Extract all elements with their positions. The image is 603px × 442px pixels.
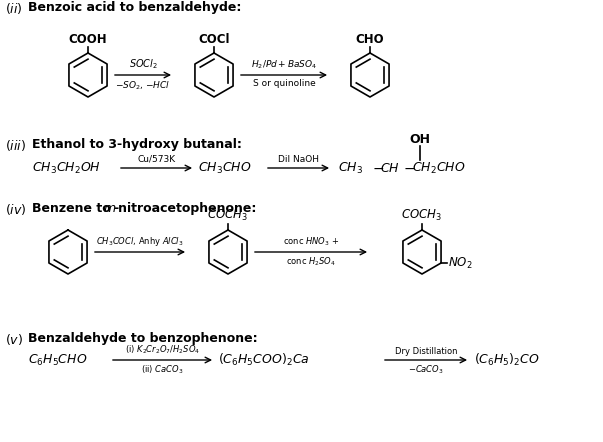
Text: $(ii)$: $(ii)$: [5, 1, 23, 16]
Text: $H_2/Pd + BaSO_4$: $H_2/Pd + BaSO_4$: [251, 58, 317, 71]
Text: $(iv)$: $(iv)$: [5, 202, 27, 217]
Text: $-$: $-$: [372, 161, 384, 175]
Text: $CH_3$: $CH_3$: [338, 160, 363, 175]
Text: Benzene to: Benzene to: [32, 202, 115, 215]
Text: -nitroacetophenone:: -nitroacetophenone:: [113, 202, 256, 215]
Text: (ii) $CaCO_3$: (ii) $CaCO_3$: [141, 364, 184, 377]
Text: conc $HNO_3$ +: conc $HNO_3$ +: [283, 236, 339, 248]
Text: $-SO_2$, $-HCl$: $-SO_2$, $-HCl$: [115, 79, 171, 91]
Text: Benzaldehyde to benzophenone:: Benzaldehyde to benzophenone:: [28, 332, 257, 345]
Text: Dry Distillation: Dry Distillation: [395, 347, 457, 356]
Text: Ethanol to 3-hydroxy butanal:: Ethanol to 3-hydroxy butanal:: [32, 138, 242, 151]
Text: $m$: $m$: [103, 202, 116, 215]
Text: $COCH_3$: $COCH_3$: [402, 208, 443, 223]
Text: $COCH_3$: $COCH_3$: [207, 208, 248, 223]
Text: $C_6H_5CHO$: $C_6H_5CHO$: [28, 352, 87, 368]
Text: COOH: COOH: [69, 33, 107, 46]
Text: $NO_2$: $NO_2$: [448, 255, 473, 271]
Text: $(C_6H_5COO)_2Ca$: $(C_6H_5COO)_2Ca$: [218, 352, 310, 368]
Text: Cu/573K: Cu/573K: [137, 155, 175, 164]
Text: $CH_2CHO$: $CH_2CHO$: [412, 160, 466, 175]
Text: S or quinoline: S or quinoline: [253, 79, 315, 88]
Text: $CH_3CH_2OH$: $CH_3CH_2OH$: [32, 160, 101, 175]
Text: $(C_6H_5)_2CO$: $(C_6H_5)_2CO$: [474, 352, 540, 368]
Text: CHO: CHO: [356, 33, 384, 46]
Text: Dil NaOH: Dil NaOH: [278, 155, 319, 164]
Text: $-$: $-$: [403, 161, 415, 175]
Text: Benzoic acid to benzaldehyde:: Benzoic acid to benzaldehyde:: [28, 1, 241, 14]
Text: conc $H_2SO_4$: conc $H_2SO_4$: [286, 256, 336, 268]
Text: (i) $K_2Cr_2O_7/H_2SO_4$: (i) $K_2Cr_2O_7/H_2SO_4$: [125, 343, 200, 356]
Text: $(v)$: $(v)$: [5, 332, 23, 347]
Text: $-CaCO_3$: $-CaCO_3$: [408, 364, 444, 377]
Text: COCl: COCl: [198, 33, 230, 46]
Text: $CH_3CHO$: $CH_3CHO$: [198, 160, 251, 175]
Text: $CH_3COCl$, Anhy $AlCl_3$: $CH_3COCl$, Anhy $AlCl_3$: [96, 235, 184, 248]
Text: $CH$: $CH$: [380, 161, 400, 175]
Text: OH: OH: [409, 133, 431, 146]
Text: $SOCl_2$: $SOCl_2$: [128, 57, 157, 71]
Text: $(iii)$: $(iii)$: [5, 138, 26, 153]
